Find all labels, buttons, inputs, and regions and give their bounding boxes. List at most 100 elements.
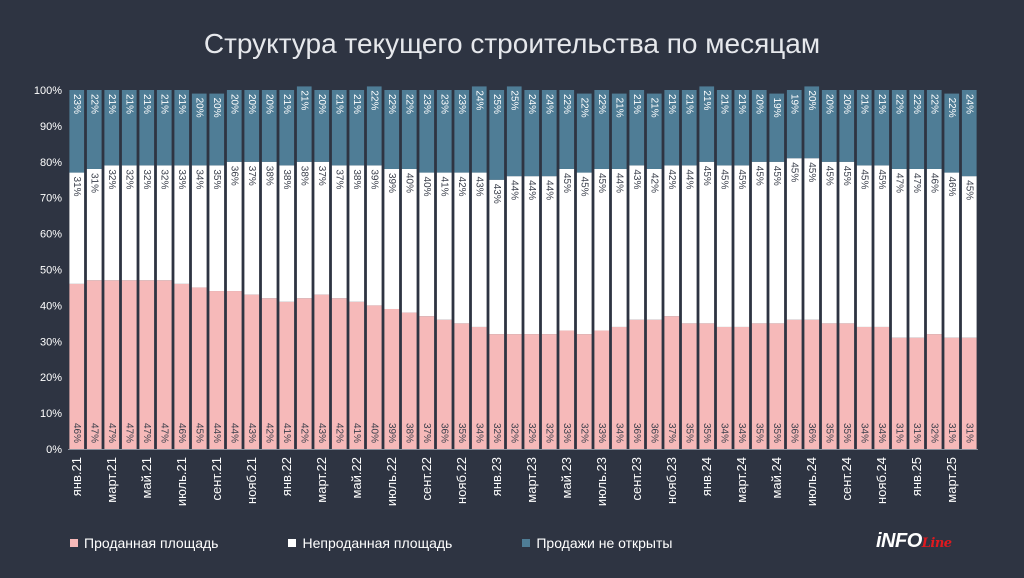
data-label: 44% xyxy=(544,180,555,200)
chart-title: Структура текущего строительства по меся… xyxy=(203,28,821,59)
bar-segment xyxy=(156,280,172,449)
data-label: 37% xyxy=(666,423,677,443)
bar-segment xyxy=(751,90,767,162)
data-label: 47% xyxy=(124,423,135,443)
data-label: 45% xyxy=(859,169,870,189)
data-label: 37% xyxy=(316,166,327,186)
data-label: 21% xyxy=(141,94,152,114)
data-label: 38% xyxy=(351,169,362,189)
data-label: 47% xyxy=(141,423,152,443)
x-tick-label: янв.25 xyxy=(909,457,924,496)
bar-segment xyxy=(874,326,890,449)
bar-segment xyxy=(244,90,260,162)
logo-main-text: iNFO xyxy=(876,530,922,552)
data-label: 21% xyxy=(124,94,135,114)
x-tick-label: июль.23 xyxy=(594,457,609,506)
data-label: 24% xyxy=(474,90,485,110)
bar-segment xyxy=(681,165,697,324)
bar-segment xyxy=(716,90,732,166)
bar-segment xyxy=(926,334,942,449)
data-label: 37% xyxy=(421,423,432,443)
bar-segment xyxy=(611,326,627,449)
infoline-logo: iNFOLine xyxy=(876,530,952,553)
data-label: 20% xyxy=(806,90,817,110)
bar-segment xyxy=(419,316,435,449)
bar-segment xyxy=(279,301,295,449)
data-label: 32% xyxy=(544,423,555,443)
bar-segment xyxy=(576,93,592,173)
bar-segment xyxy=(121,90,137,166)
bar-segment xyxy=(69,90,85,173)
y-tick-label: 30% xyxy=(40,336,62,348)
data-label: 20% xyxy=(194,98,205,118)
data-label: 20% xyxy=(754,94,765,114)
bar-segment xyxy=(384,308,400,449)
data-label: 21% xyxy=(876,94,887,114)
bar-segment xyxy=(944,172,960,338)
data-label: 31% xyxy=(946,423,957,443)
bar-segment xyxy=(804,319,820,449)
bar-segment xyxy=(86,90,102,169)
data-label: 24% xyxy=(964,94,975,114)
bar-segment xyxy=(401,90,417,169)
bar-segment xyxy=(314,161,330,295)
data-label: 21% xyxy=(684,94,695,114)
bar-segment xyxy=(366,165,382,306)
bar-segment xyxy=(489,90,505,180)
bar-segment xyxy=(104,280,120,449)
data-label: 47% xyxy=(159,423,170,443)
data-label: 34% xyxy=(614,423,625,443)
bar-segment xyxy=(384,168,400,309)
data-label: 31% xyxy=(964,423,975,443)
x-tick-label: янв.24 xyxy=(699,457,714,496)
data-label: 41% xyxy=(439,177,450,197)
bar-segment xyxy=(874,165,890,327)
data-label: 44% xyxy=(509,180,520,200)
data-label: 33% xyxy=(176,169,187,189)
x-tick-label: март.22 xyxy=(314,457,329,503)
bar-segment xyxy=(86,168,102,281)
bar-segment xyxy=(401,168,417,313)
data-label: 43% xyxy=(491,184,502,204)
bar-segment xyxy=(384,90,400,169)
bar-segment xyxy=(594,90,610,169)
data-label: 38% xyxy=(404,423,415,443)
data-label: 32% xyxy=(106,169,117,189)
data-label: 35% xyxy=(841,423,852,443)
x-tick-label: нояб.21 xyxy=(244,457,259,504)
data-label: 32% xyxy=(141,169,152,189)
x-tick-label: нояб.22 xyxy=(454,457,469,504)
bar-segment xyxy=(699,86,715,162)
bar-segment xyxy=(209,93,225,166)
bar-segment xyxy=(856,90,872,166)
data-label: 45% xyxy=(596,173,607,193)
legend-swatch-not-opened xyxy=(522,539,531,547)
bar-segment xyxy=(121,165,137,281)
data-label: 23% xyxy=(71,94,82,114)
data-label: 35% xyxy=(701,423,712,443)
bar-segment xyxy=(454,90,470,173)
bar-segment xyxy=(366,305,382,449)
bar-segment xyxy=(629,90,645,166)
data-label: 42% xyxy=(666,169,677,189)
data-label: 37% xyxy=(246,166,257,186)
bar-segment xyxy=(506,176,522,335)
data-label: 46% xyxy=(71,423,82,443)
bar-segment xyxy=(734,326,750,449)
bar-segment xyxy=(191,287,207,449)
bar-segment xyxy=(279,165,295,302)
data-label: 45% xyxy=(736,169,747,189)
data-label: 44% xyxy=(526,180,537,200)
bar-segment xyxy=(226,161,242,292)
data-label: 46% xyxy=(176,423,187,443)
data-label: 32% xyxy=(509,423,520,443)
bar-segment xyxy=(629,165,645,320)
bar-segment xyxy=(121,280,137,449)
bar-segment xyxy=(226,291,242,449)
data-label: 45% xyxy=(789,162,800,182)
data-label: 32% xyxy=(159,169,170,189)
bar-segment xyxy=(314,294,330,449)
data-label: 20% xyxy=(824,94,835,114)
bar-segment xyxy=(524,90,540,177)
bar-segment xyxy=(909,337,925,449)
